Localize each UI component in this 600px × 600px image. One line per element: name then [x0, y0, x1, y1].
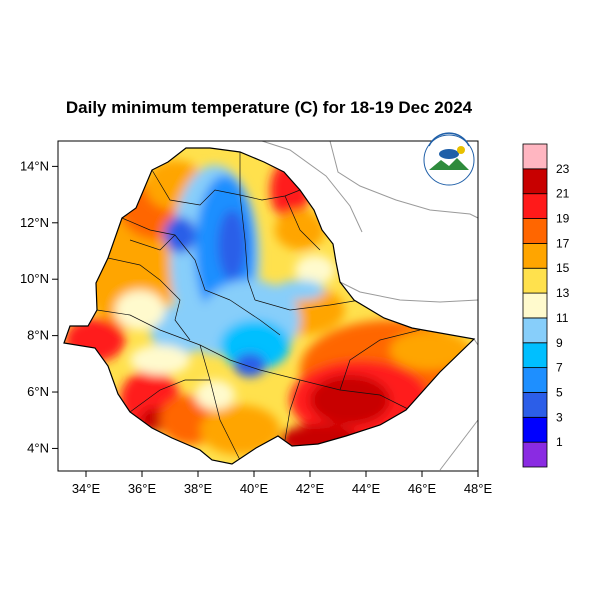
y-tick-label: 6°N: [27, 384, 49, 399]
chart-title: Daily minimum temperature (C) for 18-19 …: [66, 98, 473, 117]
colorbar-swatch: [522, 416, 548, 443]
x-tick-label: 36°E: [128, 481, 157, 496]
colorbar-swatch: [522, 218, 548, 244]
colorbar-swatch: [522, 168, 548, 195]
plot-frame: [57, 140, 479, 472]
x-tick-label: 40°E: [240, 481, 269, 496]
colorbar-swatch: [522, 193, 548, 219]
y-axis: 14°N 12°N 10°N 8°N 6°N 4°N: [20, 158, 58, 455]
colorbar-label: 5: [556, 385, 563, 399]
y-tick-label: 10°N: [20, 271, 49, 286]
colorbar-label: 19: [556, 212, 570, 226]
colorbar-swatch: [522, 317, 548, 344]
colorbar-label: 23: [556, 162, 570, 176]
neighbor-borders: [261, 140, 479, 471]
y-tick-label: 8°N: [27, 328, 49, 343]
colorbar-label: 21: [556, 187, 570, 201]
x-tick-label: 48°E: [464, 481, 493, 496]
x-tick-label: 42°E: [296, 481, 325, 496]
colorbar-label: 13: [556, 286, 570, 300]
x-axis: 34°E 36°E 38°E 40°E 42°E 44°E 46°E 48°E: [72, 471, 493, 496]
x-tick-label: 34°E: [72, 481, 101, 496]
y-tick-label: 4°N: [27, 440, 49, 455]
x-tick-label: 38°E: [184, 481, 213, 496]
colorbar-label: 11: [556, 311, 569, 325]
colorbar-swatch: [522, 392, 548, 418]
colorbar-label: 3: [556, 410, 563, 424]
colorbar-label: 15: [556, 261, 570, 275]
colorbar-label: 17: [556, 236, 570, 250]
colorbar-swatch: [522, 292, 548, 319]
x-tick-label: 46°E: [408, 481, 437, 496]
colorbar-swatch: [522, 267, 548, 294]
x-tick-label: 44°E: [352, 481, 381, 496]
admin-boundaries: [96, 152, 421, 461]
colorbar-label: 1: [556, 435, 563, 449]
y-tick-label: 12°N: [20, 215, 49, 230]
colorbar-swatch: [522, 367, 548, 393]
colorbar-label: 7: [556, 361, 563, 375]
colorbar-swatch: [522, 143, 548, 170]
y-tick-label: 14°N: [20, 158, 49, 173]
colorbar-swatch: [522, 242, 548, 269]
agency-logo: [423, 132, 475, 186]
colorbar-label: 9: [556, 336, 563, 350]
colorbar-swatch: [522, 441, 548, 468]
colorbar-swatch: [522, 342, 548, 369]
